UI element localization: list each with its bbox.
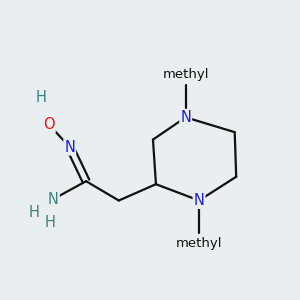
Text: H: H — [45, 215, 56, 230]
Text: N: N — [64, 140, 75, 154]
Text: N: N — [48, 191, 59, 206]
Text: H: H — [36, 91, 47, 106]
Text: O: O — [43, 117, 55, 132]
Text: H: H — [28, 205, 40, 220]
Text: N: N — [180, 110, 191, 125]
Text: methyl: methyl — [176, 237, 222, 250]
Text: N: N — [194, 193, 205, 208]
Text: methyl: methyl — [162, 68, 209, 81]
